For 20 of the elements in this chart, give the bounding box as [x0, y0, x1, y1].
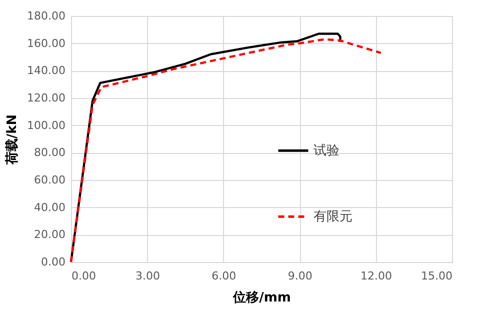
y-axis-title: 荷载/kN — [4, 114, 20, 166]
y-tick-label: 100.00 — [27, 118, 66, 132]
y-tick-label: 60.00 — [34, 174, 66, 186]
x-tick-label: 3.00 — [135, 270, 160, 282]
legend-label: 有限元 — [314, 210, 353, 225]
y-tick-label: 140.00 — [27, 64, 66, 78]
x-axis-title: 位移/mm — [232, 290, 291, 306]
x-tick-label: 15.00 — [421, 270, 452, 282]
y-tick-label: 180.00 — [27, 10, 66, 22]
y-tick-label: 80.00 — [34, 146, 66, 160]
y-tick-label: 20.00 — [34, 228, 66, 242]
legend-label: 试验 — [314, 144, 340, 159]
x-tick-label: 0.00 — [72, 270, 96, 282]
y-tick-label: 0.00 — [41, 256, 66, 268]
y-tick-label: 160.00 — [27, 36, 66, 50]
x-tick-label: 6.00 — [212, 270, 236, 282]
y-tick-label: 120.00 — [27, 92, 66, 104]
y-tick-label: 40.00 — [34, 200, 66, 214]
x-tick-label: 12.00 — [360, 270, 392, 282]
x-tick-label: 9.00 — [288, 270, 312, 282]
